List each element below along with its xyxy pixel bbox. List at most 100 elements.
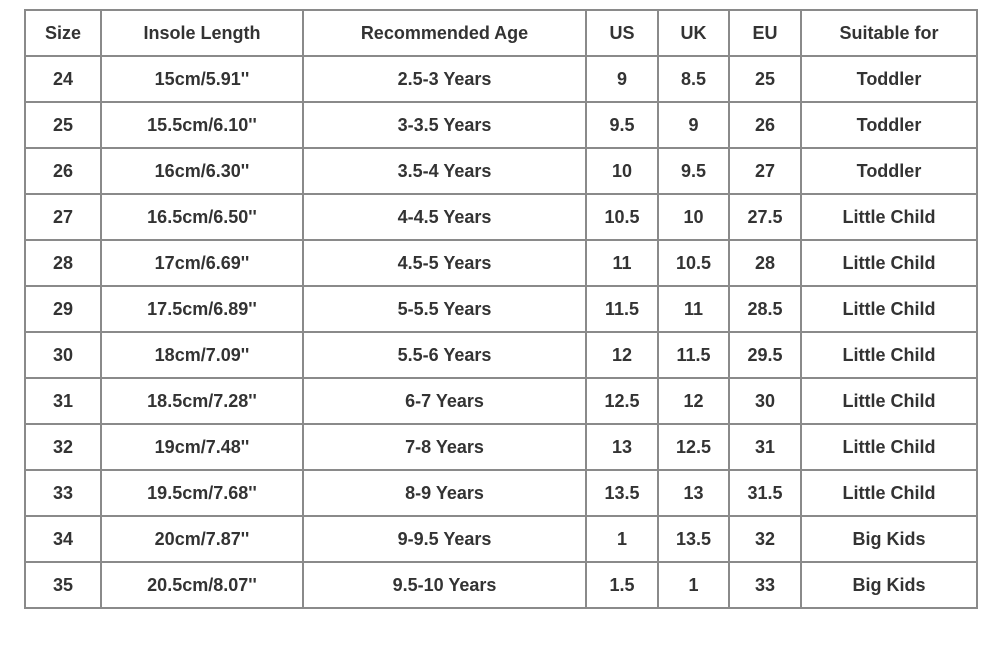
- table-cell: 28.5: [728, 285, 802, 333]
- table-cell: 27: [24, 193, 102, 241]
- table-cell: 11.5: [657, 331, 730, 379]
- table-row: 24 15cm/5.91'' 2.5-3 Years 9 8.5 25 Toddler: [24, 55, 978, 103]
- table-cell: 33: [728, 561, 802, 609]
- table-cell: Little Child: [800, 331, 978, 379]
- table-cell: 17cm/6.69'': [100, 239, 304, 287]
- table-cell: Toddler: [800, 55, 978, 103]
- table-cell: 30: [24, 331, 102, 379]
- table-cell: 12.5: [657, 423, 730, 471]
- table-cell: 31: [728, 423, 802, 471]
- table-cell: 15cm/5.91'': [100, 55, 304, 103]
- table-cell: 4-4.5 Years: [302, 193, 587, 241]
- table-cell: 13: [657, 469, 730, 517]
- table-cell: 26: [728, 101, 802, 149]
- table-cell: 1: [585, 515, 659, 563]
- table-cell: 1: [657, 561, 730, 609]
- table-cell: 9.5: [585, 101, 659, 149]
- table-cell: 31.5: [728, 469, 802, 517]
- table-cell: 12: [585, 331, 659, 379]
- table-cell: 12: [657, 377, 730, 425]
- table-cell: 11.5: [585, 285, 659, 333]
- table-cell: 34: [24, 515, 102, 563]
- header-cell: Recommended Age: [302, 9, 587, 57]
- table-cell: 25: [728, 55, 802, 103]
- table-cell: 3.5-4 Years: [302, 147, 587, 195]
- table-cell: Little Child: [800, 285, 978, 333]
- table-cell: 9.5: [657, 147, 730, 195]
- table-cell: 12.5: [585, 377, 659, 425]
- header-cell: Insole Length: [100, 9, 304, 57]
- table-cell: Little Child: [800, 423, 978, 471]
- table-cell: 9: [657, 101, 730, 149]
- table-cell: 4.5-5 Years: [302, 239, 587, 287]
- table-row: 25 15.5cm/6.10'' 3-3.5 Years 9.5 9 26 Toddler: [24, 101, 978, 149]
- table-row: 35 20.5cm/8.07'' 9.5-10 Years 1.5 1 33 Big Kid…: [24, 561, 978, 609]
- table-cell: 16cm/6.30'': [100, 147, 304, 195]
- table-cell: 32: [728, 515, 802, 563]
- table-cell: 30: [728, 377, 802, 425]
- table-cell: 10.5: [585, 193, 659, 241]
- table-cell: Little Child: [800, 377, 978, 425]
- table-cell: 11: [657, 285, 730, 333]
- table-cell: Toddler: [800, 147, 978, 195]
- table-cell: 5-5.5 Years: [302, 285, 587, 333]
- table-cell: 10: [657, 193, 730, 241]
- table-cell: 2.5-3 Years: [302, 55, 587, 103]
- table-cell: 28: [24, 239, 102, 287]
- header-cell: EU: [728, 9, 802, 57]
- table-row: 31 18.5cm/7.28'' 6-7 Years 12.5 12 30 Little C…: [24, 377, 978, 425]
- table-cell: 10: [585, 147, 659, 195]
- table-cell: 18cm/7.09'': [100, 331, 304, 379]
- table-cell: 13.5: [657, 515, 730, 563]
- table-cell: 35: [24, 561, 102, 609]
- table-cell: 19.5cm/7.68'': [100, 469, 304, 517]
- table-cell: 20.5cm/8.07'': [100, 561, 304, 609]
- table-cell: 13: [585, 423, 659, 471]
- table-cell: 10.5: [657, 239, 730, 287]
- table-cell: 6-7 Years: [302, 377, 587, 425]
- table-cell: 31: [24, 377, 102, 425]
- table-cell: 15.5cm/6.10'': [100, 101, 304, 149]
- header-cell: UK: [657, 9, 730, 57]
- table-cell: 8.5: [657, 55, 730, 103]
- table-cell: Toddler: [800, 101, 978, 149]
- table-cell: 18.5cm/7.28'': [100, 377, 304, 425]
- table-cell: 32: [24, 423, 102, 471]
- table-cell: 20cm/7.87'': [100, 515, 304, 563]
- table-cell: 27.5: [728, 193, 802, 241]
- table-cell: Big Kids: [800, 561, 978, 609]
- table-cell: 24: [24, 55, 102, 103]
- table-cell: Little Child: [800, 193, 978, 241]
- header-cell: US: [585, 9, 659, 57]
- table-cell: Little Child: [800, 239, 978, 287]
- table-cell: 9.5-10 Years: [302, 561, 587, 609]
- table-row: 26 16cm/6.30'' 3.5-4 Years 10 9.5 27 Toddler: [24, 147, 978, 195]
- table-cell: 13.5: [585, 469, 659, 517]
- table-cell: Big Kids: [800, 515, 978, 563]
- table-cell: 29: [24, 285, 102, 333]
- table-cell: 28: [728, 239, 802, 287]
- table-row: 28 17cm/6.69'' 4.5-5 Years 11 10.5 28 Little C…: [24, 239, 978, 287]
- table-row: 34 20cm/7.87'' 9-9.5 Years 1 13.5 32 Big Kids: [24, 515, 978, 563]
- table-cell: 29.5: [728, 331, 802, 379]
- table-cell: 1.5: [585, 561, 659, 609]
- table-cell: 33: [24, 469, 102, 517]
- table-cell: 3-3.5 Years: [302, 101, 587, 149]
- table-cell: 26: [24, 147, 102, 195]
- header-cell: Size: [24, 9, 102, 57]
- table-cell: 16.5cm/6.50'': [100, 193, 304, 241]
- table-cell: 7-8 Years: [302, 423, 587, 471]
- table-cell: 25: [24, 101, 102, 149]
- table-cell: 9-9.5 Years: [302, 515, 587, 563]
- table-header: Size Insole Length Recommended Age US UK EU Su…: [24, 9, 978, 57]
- table-row: 33 19.5cm/7.68'' 8-9 Years 13.5 13 31.5 Little…: [24, 469, 978, 517]
- size-table: Size Insole Length Recommended Age US UK EU Su…: [24, 9, 978, 609]
- table-cell: 27: [728, 147, 802, 195]
- header-row: Size Insole Length Recommended Age US UK EU Su…: [24, 9, 978, 57]
- table-row: 27 16.5cm/6.50'' 4-4.5 Years 10.5 10 27.5 Litt…: [24, 193, 978, 241]
- table-cell: 5.5-6 Years: [302, 331, 587, 379]
- table-cell: 19cm/7.48'': [100, 423, 304, 471]
- header-cell: Suitable for: [800, 9, 978, 57]
- table-row: 29 17.5cm/6.89'' 5-5.5 Years 11.5 11 28.5 Litt…: [24, 285, 978, 333]
